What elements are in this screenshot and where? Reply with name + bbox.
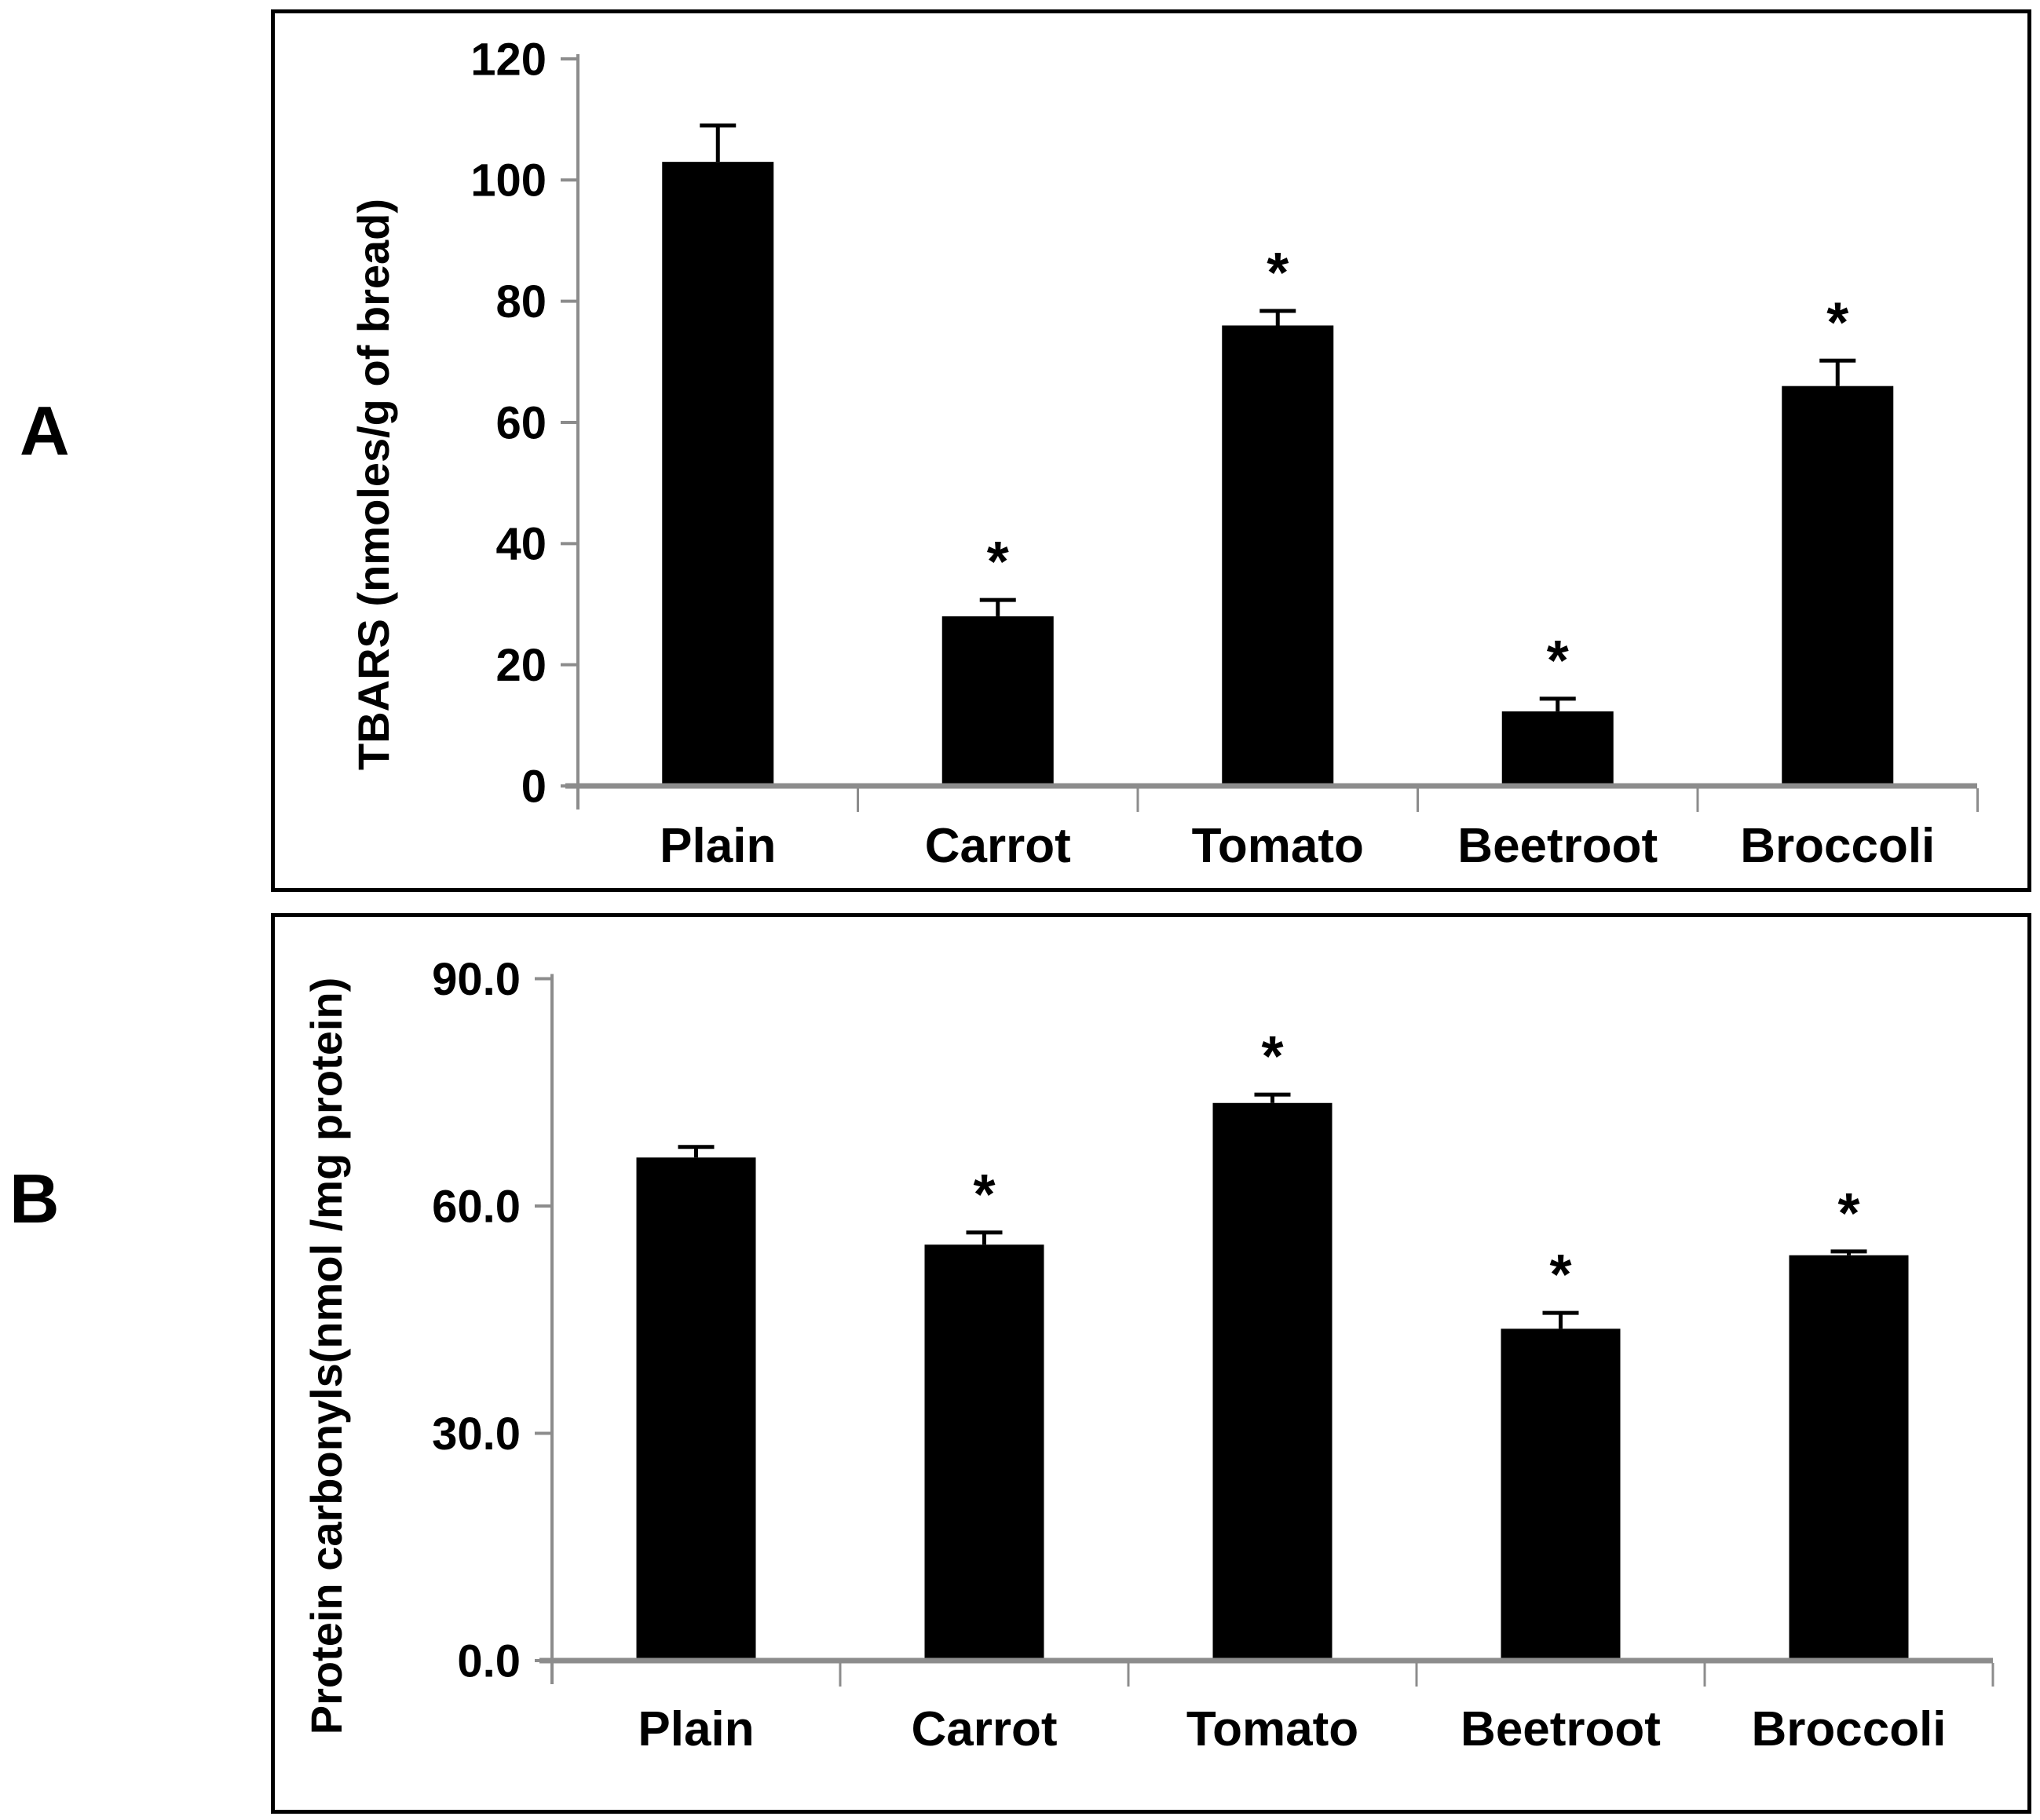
x-category-label-carrot: Carrot [911,1702,1057,1756]
bar-broccoli [1782,386,1894,786]
x-category-label-beetroot: Beetroot [1457,819,1658,873]
protein-carbonyls-bar-chart: 0.0 30.0 60.0 90.0 Plain * Carrot * Tomato * Beetr… [302,954,1994,1756]
bar-plain [636,1157,756,1661]
bar-broccoli [1789,1255,1909,1661]
significance-star-broccoli: * [1837,1182,1859,1245]
panel-b-chart-box: 0.0 30.0 60.0 90.0 Plain * Carrot * Tomato * Beetr… [271,913,2031,1814]
significance-star-carrot: * [987,531,1009,594]
significance-star-beetroot: * [1549,1244,1571,1307]
panel-a-y-tick-label-60: 60 [495,397,547,448]
panel-a-y-tick-label-80: 80 [495,276,547,327]
panel-a-y-tick-label-120: 120 [470,34,547,85]
panel-b-y-tick-label-60: 60.0 [432,1181,521,1232]
bar-carrot [941,616,1054,786]
significance-star-tomato: * [1261,1025,1283,1088]
bar-beetroot [1501,1328,1621,1661]
panel-b-y-tick-label-30: 30.0 [432,1409,521,1460]
significance-star-tomato: * [1267,242,1289,305]
panel-a-y-tick-label-20: 20 [495,640,547,691]
panel-b-label: B [9,1160,60,1237]
panel-a-y-tick-label-0: 0 [521,761,547,812]
x-category-label-broccoli: Broccoli [1751,1702,1946,1756]
x-category-label-tomato: Tomato [1192,819,1364,873]
panel-a-chart-box: 0 20 40 60 80 100 120 Plain * Carrot * Tomato * Beetr… [271,9,2031,892]
panel-b-y-tick-label-0: 0.0 [457,1635,521,1687]
bar-beetroot [1501,711,1614,786]
panel-b-y-tick-label-90: 90.0 [432,954,521,1005]
bar-tomato [1212,1102,1333,1661]
x-category-label-broccoli: Broccoli [1740,819,1935,873]
x-category-label-plain: Plain [660,819,776,873]
significance-star-carrot: * [973,1164,995,1226]
panel-a-y-axis-title: TBARS (nmoles/g of bread) [349,199,398,770]
x-category-label-plain: Plain [638,1702,754,1756]
bar-tomato [1222,325,1334,786]
tbars-bar-chart: 0 20 40 60 80 100 120 Plain * Carrot * Tomato * Beetr… [349,34,1979,873]
x-category-label-carrot: Carrot [925,819,1071,873]
panel-a-y-tick-label-100: 100 [470,155,547,206]
significance-star-beetroot: * [1547,630,1569,693]
significance-star-broccoli: * [1826,291,1848,354]
panel-b-y-axis-title: Protein carbonyls(nmol /mg protein) [302,978,351,1735]
panel-a-label: A [20,392,70,470]
x-category-label-beetroot: Beetroot [1461,1702,1661,1756]
bar-plain [662,162,774,787]
panel-a-y-tick-label-40: 40 [495,519,547,570]
bar-carrot [924,1244,1044,1661]
x-category-label-tomato: Tomato [1186,1702,1358,1756]
